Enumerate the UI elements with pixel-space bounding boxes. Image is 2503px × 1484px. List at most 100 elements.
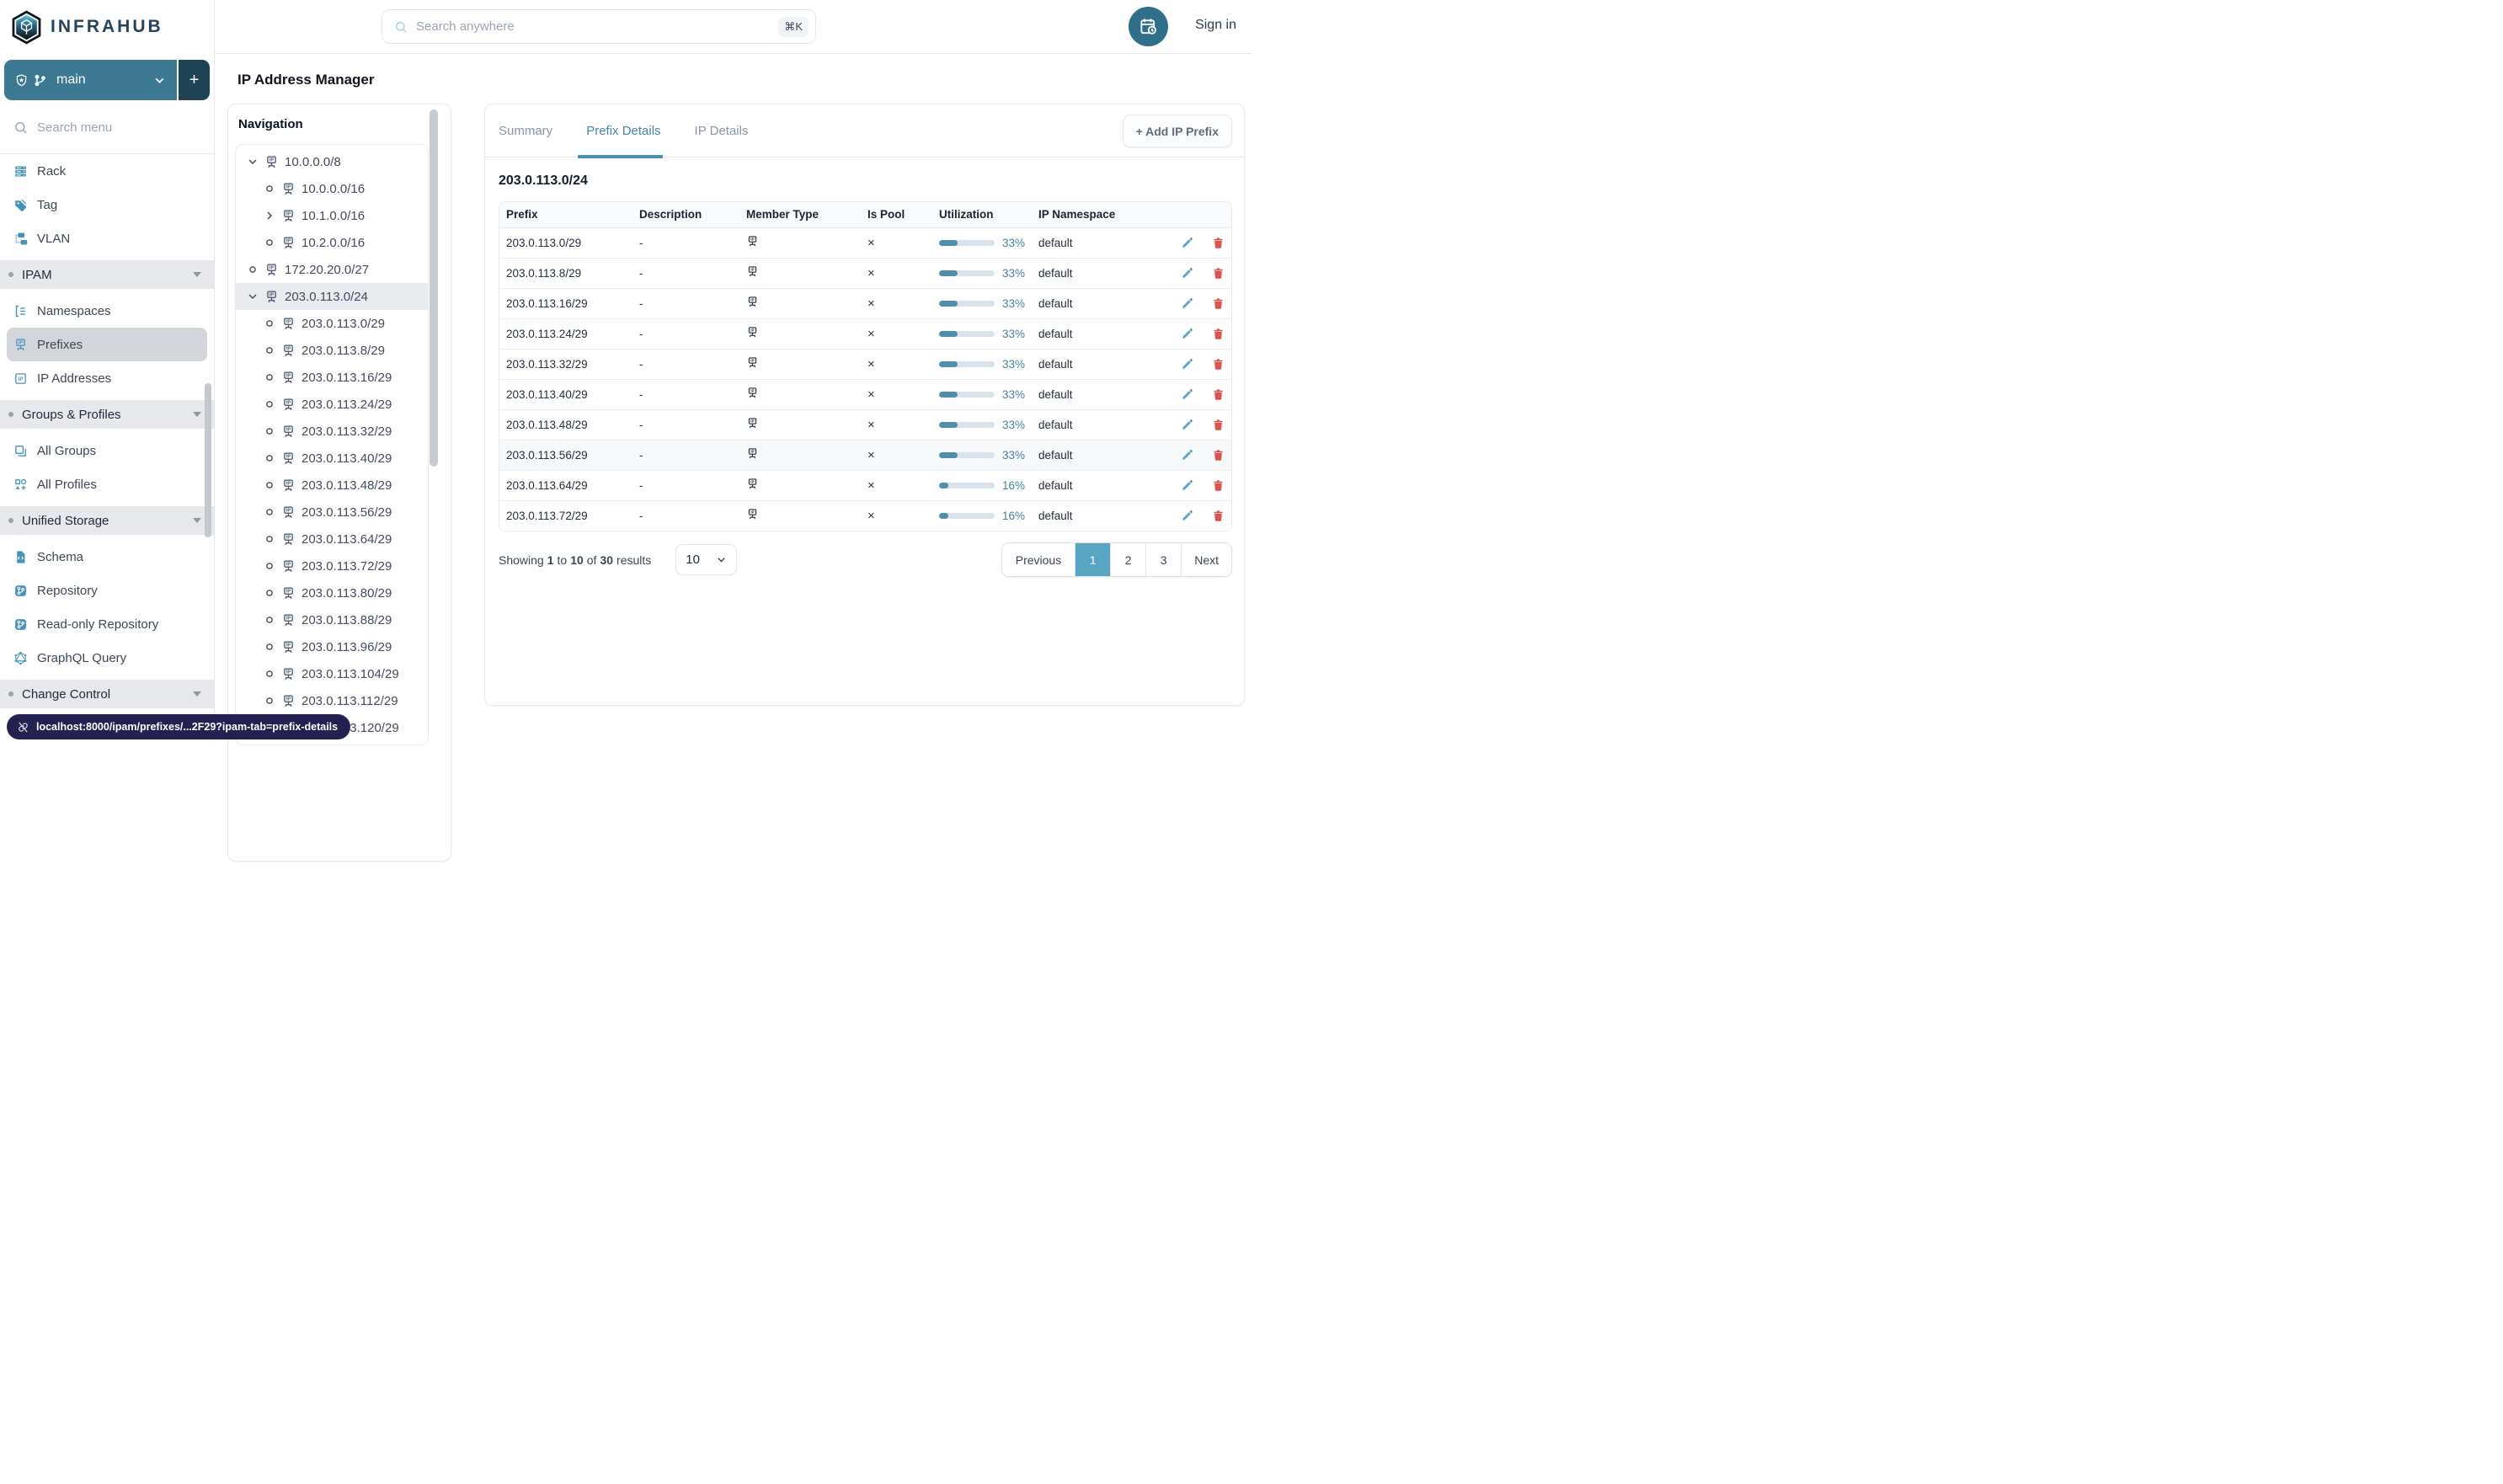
- tree-item-203-0-113-56-29[interactable]: IP 203.0.113.56/29: [236, 499, 428, 526]
- previous-button[interactable]: Previous: [1001, 543, 1075, 576]
- column-header-member-type: Member Type: [746, 208, 819, 222]
- tree-item-203-0-113-64-29[interactable]: IP 203.0.113.64/29: [236, 526, 428, 552]
- sidebar-section-unified-storage[interactable]: Unified Storage: [0, 506, 214, 535]
- table-row[interactable]: 203.0.113.56/29 - IP × 33% default: [499, 440, 1231, 470]
- cell-prefix[interactable]: 203.0.113.48/29: [506, 418, 588, 431]
- cell-prefix[interactable]: 203.0.113.32/29: [506, 357, 588, 371]
- add-ip-prefix-button[interactable]: + Add IP Prefix: [1122, 115, 1232, 147]
- delete-button[interactable]: [1212, 297, 1225, 310]
- sidebar-section-groups-profiles[interactable]: Groups & Profiles: [0, 400, 214, 429]
- delete-button[interactable]: [1212, 358, 1225, 371]
- sidebar-section-change-control[interactable]: Change Control: [0, 680, 214, 708]
- table-row[interactable]: 203.0.113.0/29 - IP × 33% default: [499, 227, 1231, 258]
- tree-item-10-0-0-0-16[interactable]: IP 10.0.0.0/16: [236, 175, 428, 202]
- delete-button[interactable]: [1212, 510, 1225, 522]
- tree-item-203-0-113-8-29[interactable]: IP 203.0.113.8/29: [236, 337, 428, 364]
- tree-item-203-0-113-112-29[interactable]: IP 203.0.113.112/29: [236, 687, 428, 714]
- cell-prefix[interactable]: 203.0.113.16/29: [506, 296, 588, 310]
- delete-button[interactable]: [1212, 237, 1225, 249]
- page-3-button[interactable]: 3: [1145, 543, 1182, 576]
- delete-button[interactable]: [1212, 449, 1225, 462]
- table-row[interactable]: 203.0.113.72/29 - IP × 16% default: [499, 500, 1231, 531]
- sidebar-scrollbar[interactable]: [205, 383, 211, 537]
- tab-ip-details[interactable]: IP Details: [695, 104, 749, 157]
- sidebar-item-graphql-query[interactable]: GraphQL Query: [0, 641, 214, 675]
- page-size-select[interactable]: 10: [675, 544, 738, 575]
- tree-item-203-0-113-0-24[interactable]: IP 203.0.113.0/24: [236, 283, 428, 310]
- tree-item-203-0-113-0-29[interactable]: IP 203.0.113.0/29: [236, 310, 428, 337]
- tree-item-10-0-0-0-8[interactable]: IP 10.0.0.0/8: [236, 148, 428, 175]
- edit-button[interactable]: [1181, 328, 1193, 340]
- tree-item-10-2-0-0-16[interactable]: IP 10.2.0.0/16: [236, 229, 428, 256]
- sidebar-item-prefixes[interactable]: IP Prefixes: [7, 328, 207, 361]
- branch-selector-main[interactable]: main: [4, 60, 177, 100]
- cell-prefix[interactable]: 203.0.113.24/29: [506, 327, 588, 340]
- brand[interactable]: INFRAHUB: [0, 0, 214, 54]
- cell-prefix[interactable]: 203.0.113.40/29: [506, 387, 588, 401]
- sidebar-section-ipam[interactable]: IPAM: [0, 260, 214, 289]
- menu-search[interactable]: [0, 101, 214, 154]
- global-search[interactable]: ⌘K: [382, 9, 816, 44]
- sidebar-item-rack[interactable]: Rack: [0, 154, 214, 188]
- tab-prefix-details[interactable]: Prefix Details: [578, 104, 663, 158]
- edit-button[interactable]: [1181, 449, 1193, 462]
- branch-selector[interactable]: main +: [4, 60, 210, 100]
- sign-in-link[interactable]: Sign in: [1195, 18, 1236, 32]
- page-2-button[interactable]: 2: [1110, 543, 1146, 576]
- table-row[interactable]: 203.0.113.48/29 - IP × 33% default: [499, 409, 1231, 440]
- cell-prefix[interactable]: 203.0.113.72/29: [506, 509, 588, 522]
- sidebar-item-namespaces[interactable]: Namespaces: [0, 294, 214, 328]
- tree-item-203-0-113-88-29[interactable]: IP 203.0.113.88/29: [236, 606, 428, 633]
- edit-button[interactable]: [1181, 358, 1193, 371]
- sidebar-item-tag[interactable]: Tag: [0, 188, 214, 222]
- edit-button[interactable]: [1181, 510, 1193, 522]
- edit-button[interactable]: [1181, 479, 1193, 492]
- delete-button[interactable]: [1212, 479, 1225, 492]
- sidebar-item-all-groups[interactable]: All Groups: [0, 434, 214, 467]
- cell-prefix[interactable]: 203.0.113.0/29: [506, 236, 582, 249]
- delete-button[interactable]: [1212, 328, 1225, 340]
- table-row[interactable]: 203.0.113.8/29 - IP × 33% default: [499, 258, 1231, 288]
- sidebar-item-repository[interactable]: Repository: [0, 574, 214, 607]
- tree-item-203-0-113-48-29[interactable]: IP 203.0.113.48/29: [236, 472, 428, 499]
- navigation-scrollbar[interactable]: [430, 109, 438, 467]
- edit-button[interactable]: [1181, 419, 1193, 431]
- edit-button[interactable]: [1181, 297, 1193, 310]
- table-row[interactable]: 203.0.113.16/29 - IP × 33% default: [499, 288, 1231, 318]
- tree-item-10-1-0-0-16[interactable]: IP 10.1.0.0/16: [236, 202, 428, 229]
- tree-item-203-0-113-32-29[interactable]: IP 203.0.113.32/29: [236, 418, 428, 445]
- delete-button[interactable]: [1212, 267, 1225, 280]
- page-1-button[interactable]: 1: [1075, 543, 1111, 576]
- menu-search-input[interactable]: [37, 120, 205, 135]
- global-search-input[interactable]: [416, 19, 771, 34]
- sidebar-item-read-only-repository[interactable]: Read-only Repository: [0, 607, 214, 641]
- sidebar-item-ip-addresses[interactable]: IP IP Addresses: [0, 361, 214, 395]
- tree-item-203-0-113-72-29[interactable]: IP 203.0.113.72/29: [236, 552, 428, 579]
- tree-item-203-0-113-80-29[interactable]: IP 203.0.113.80/29: [236, 579, 428, 606]
- tree-item-203-0-113-96-29[interactable]: IP 203.0.113.96/29: [236, 633, 428, 660]
- edit-button[interactable]: [1181, 267, 1193, 280]
- table-row[interactable]: 203.0.113.24/29 - IP × 33% default: [499, 318, 1231, 349]
- tree-item-203-0-113-104-29[interactable]: IP 203.0.113.104/29: [236, 660, 428, 687]
- tab-summary[interactable]: Summary: [499, 104, 552, 157]
- tree-item-203-0-113-24-29[interactable]: IP 203.0.113.24/29: [236, 391, 428, 418]
- table-row[interactable]: 203.0.113.64/29 - IP × 16% default: [499, 470, 1231, 500]
- table-row[interactable]: 203.0.113.40/29 - IP × 33% default: [499, 379, 1231, 409]
- add-branch-button[interactable]: +: [179, 60, 210, 100]
- delete-button[interactable]: [1212, 388, 1225, 401]
- sidebar-item-all-profiles[interactable]: All Profiles: [0, 467, 214, 501]
- schedule-button[interactable]: [1129, 7, 1168, 46]
- next-button[interactable]: Next: [1181, 543, 1231, 576]
- sidebar-item-schema[interactable]: Schema: [0, 540, 214, 574]
- cell-prefix[interactable]: 203.0.113.8/29: [506, 266, 582, 280]
- cell-prefix[interactable]: 203.0.113.56/29: [506, 448, 588, 462]
- tree-item-203-0-113-40-29[interactable]: IP 203.0.113.40/29: [236, 445, 428, 472]
- edit-button[interactable]: [1181, 237, 1193, 249]
- tree-item-172-20-20-0-27[interactable]: IP 172.20.20.0/27: [236, 256, 428, 283]
- edit-button[interactable]: [1181, 388, 1193, 401]
- delete-button[interactable]: [1212, 419, 1225, 431]
- cell-prefix[interactable]: 203.0.113.64/29: [506, 478, 588, 492]
- sidebar-item-vlan[interactable]: VLAN: [0, 222, 214, 255]
- tree-item-203-0-113-16-29[interactable]: IP 203.0.113.16/29: [236, 364, 428, 391]
- table-row[interactable]: 203.0.113.32/29 - IP × 33% default: [499, 349, 1231, 379]
